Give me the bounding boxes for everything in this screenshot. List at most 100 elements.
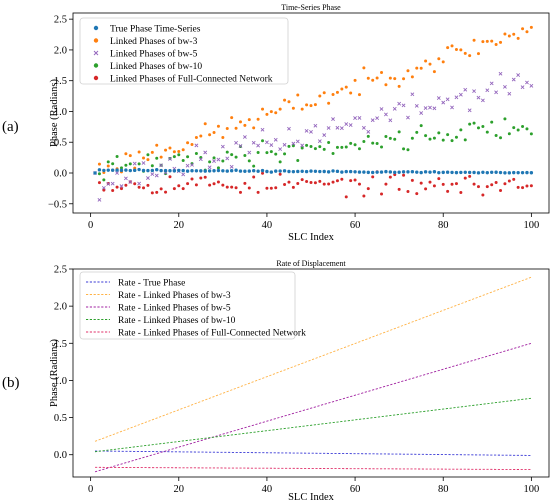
scatter-point xyxy=(410,75,414,79)
scatter-point xyxy=(507,34,511,38)
scatter-point xyxy=(282,142,287,147)
chart-a-ytick-label: 2.0 xyxy=(54,45,67,56)
scatter-point xyxy=(137,185,141,189)
scatter-point xyxy=(207,169,212,173)
scatter-point xyxy=(252,164,256,168)
scatter-point xyxy=(256,169,260,173)
scatter-point xyxy=(172,187,176,191)
chart-b-lines xyxy=(94,276,532,473)
scatter-point xyxy=(375,141,379,145)
scatter-point xyxy=(305,143,309,147)
chart-b-ytick-label: 2.0 xyxy=(54,302,67,313)
series-3 xyxy=(93,117,533,182)
scatter-point xyxy=(344,145,348,149)
scatter-point xyxy=(164,148,168,152)
scatter-point xyxy=(128,180,133,184)
scatter-point xyxy=(401,103,406,108)
scatter-point xyxy=(203,150,208,155)
scatter-point xyxy=(441,138,445,142)
scatter-point xyxy=(198,157,203,162)
scatter-point xyxy=(212,159,216,164)
scatter-point xyxy=(278,172,282,176)
scatter-point xyxy=(335,125,340,130)
scatter-point xyxy=(137,162,141,166)
scatter-point xyxy=(111,162,115,166)
scatter-point xyxy=(454,182,458,186)
scatter-point xyxy=(172,150,176,154)
chart-b-ytick-label: 1.5 xyxy=(54,339,67,350)
scatter-point xyxy=(481,193,485,197)
scatter-point xyxy=(283,182,287,186)
scatter-point xyxy=(485,39,489,43)
chart-rate-of-displacement: (b) Rate of Displacement 0 20 40 60 80 100 0.0… xyxy=(2,259,550,503)
scatter-point xyxy=(291,106,295,110)
scatter-point xyxy=(344,85,348,89)
scatter-point xyxy=(375,170,379,174)
scatter-point xyxy=(269,143,274,147)
series-2 xyxy=(93,71,534,202)
scatter-point xyxy=(459,191,463,195)
scatter-point xyxy=(278,107,282,111)
scatter-point xyxy=(128,168,132,173)
chart-b-xlabel: SLC Index xyxy=(288,492,335,503)
scatter-point xyxy=(521,186,525,190)
scatter-point xyxy=(242,135,247,139)
scatter-point xyxy=(463,176,467,180)
scatter-point xyxy=(186,182,190,186)
scatter-point xyxy=(476,95,481,100)
scatter-point xyxy=(384,112,388,117)
scatter-point xyxy=(424,134,428,138)
series-line-0 xyxy=(95,450,532,456)
scatter-point xyxy=(146,183,150,187)
scatter-point xyxy=(406,69,410,73)
scatter-point xyxy=(428,170,432,174)
scatter-point xyxy=(115,185,119,189)
scatter-point xyxy=(101,185,106,190)
scatter-point xyxy=(309,104,313,108)
scatter-point xyxy=(181,168,185,173)
chart-b-xtick-label: 0 xyxy=(88,484,93,495)
scatter-point xyxy=(106,168,110,172)
scatter-point xyxy=(168,169,172,173)
scatter-point xyxy=(295,139,300,144)
scatter-point xyxy=(194,152,198,156)
scatter-point xyxy=(313,147,317,151)
scatter-point xyxy=(137,167,141,172)
scatter-point xyxy=(252,175,256,179)
scatter-point xyxy=(269,150,273,154)
scatter-point xyxy=(503,117,507,121)
series-line-2 xyxy=(94,342,532,473)
scatter-point xyxy=(380,192,384,196)
scatter-point xyxy=(494,90,499,95)
scatter-point xyxy=(278,160,282,164)
scatter-point xyxy=(384,169,388,174)
scatter-point xyxy=(490,170,494,174)
scatter-point xyxy=(339,126,344,131)
scatter-point xyxy=(441,100,446,105)
scatter-point xyxy=(512,32,516,36)
scatter-point xyxy=(225,127,229,131)
chart-b-ytick-label: 0.5 xyxy=(54,413,67,424)
scatter-point xyxy=(490,120,494,124)
chart-b-xtick-label: 40 xyxy=(262,484,273,495)
scatter-point xyxy=(458,92,463,97)
scatter-point xyxy=(230,185,234,189)
scatter-point xyxy=(419,181,423,185)
scatter-point xyxy=(494,43,498,47)
scatter-point xyxy=(291,169,296,174)
scatter-point xyxy=(216,124,220,128)
chart-a-xtick-label: 60 xyxy=(350,220,361,231)
scatter-point xyxy=(498,170,503,175)
scatter-point xyxy=(216,166,220,170)
scatter-point xyxy=(340,170,344,174)
scatter-point xyxy=(133,168,137,173)
scatter-point xyxy=(432,136,436,140)
scatter-point xyxy=(185,169,190,173)
scatter-point xyxy=(287,169,291,174)
scatter-point xyxy=(221,183,225,187)
scatter-point xyxy=(370,118,375,123)
scatter-point xyxy=(194,183,198,187)
scatter-point xyxy=(159,163,164,168)
legend-item: Rate - Linked Phases of bw-5 xyxy=(86,303,231,314)
